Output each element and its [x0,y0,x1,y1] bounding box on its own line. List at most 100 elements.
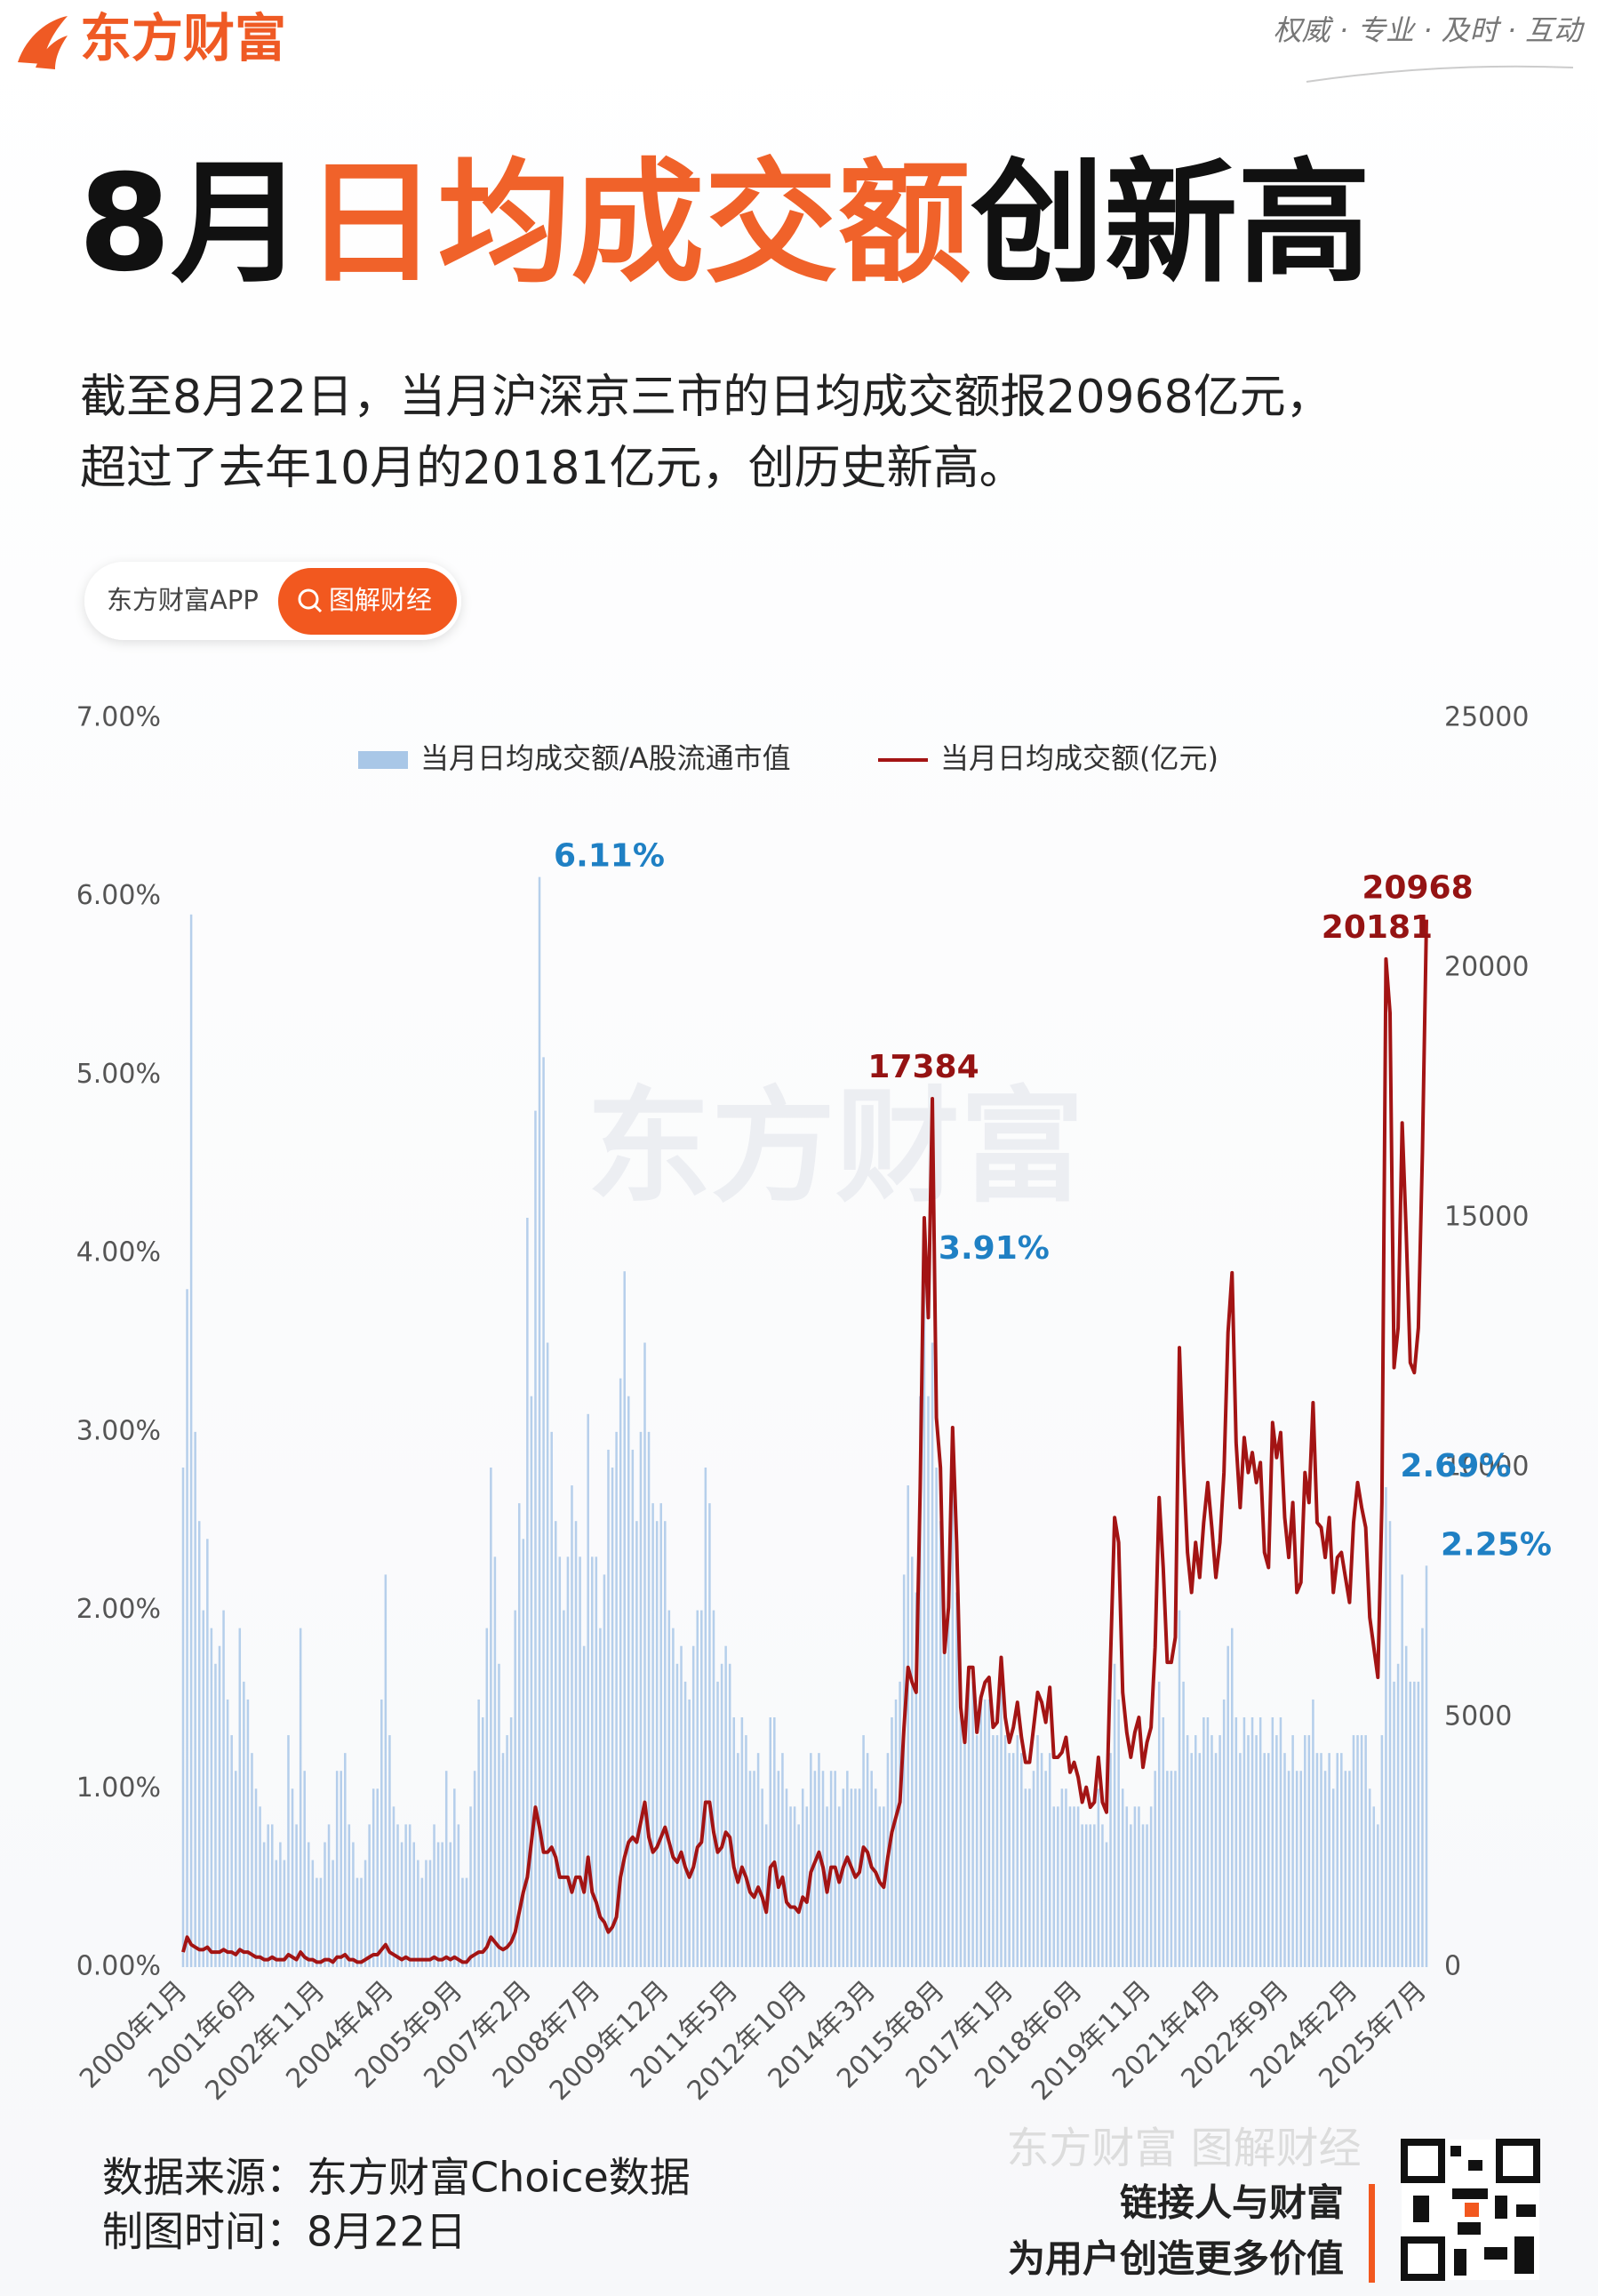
bar [412,1842,416,1967]
bar [530,1396,533,1967]
bar [335,1771,339,1967]
y2-tick-label: 10000 [1444,1452,1529,1483]
bar [189,914,193,1967]
bar [748,1771,752,1967]
bar [428,1860,432,1967]
footer-divider [1369,2184,1375,2283]
bar [1028,1788,1031,1967]
bar [818,1753,820,1967]
tab-active[interactable]: 图解财经 [329,585,432,615]
bar [1425,1565,1428,1967]
y-tick-label: 0.00% [76,1951,161,1982]
y-tick-label: 3.00% [76,1415,161,1446]
bar [1336,1753,1338,1967]
bar [813,1771,817,1967]
y-tick-label: 5.00% [76,1059,161,1090]
bar [992,1735,995,1967]
tab[interactable]: 东方财富APP [107,585,259,615]
bar [740,1717,744,1967]
bar [214,1663,217,1967]
bar [1231,1628,1234,1967]
bar [254,1788,258,1967]
bar [311,1860,315,1967]
bar [911,1556,914,1967]
bar [251,1753,253,1967]
bar [1073,1806,1075,1967]
bar [971,1681,974,1967]
bar [449,1842,452,1967]
bar [984,1699,987,1967]
bar [797,1824,800,1967]
bar [1206,1717,1210,1967]
bar [506,1735,508,1967]
bar [186,1289,188,1967]
bar [1323,1771,1327,1967]
bar [291,1788,294,1967]
bar [243,1681,245,1967]
data-label: 20181 [1322,909,1433,946]
bar [473,1771,476,1967]
bar [866,1753,869,1967]
bar [1239,1753,1242,1967]
bar [1076,1806,1080,1967]
bar [1052,1806,1056,1967]
bar [696,1610,699,1967]
bar [461,1877,464,1967]
bar [732,1717,736,1967]
data-label: 20968 [1362,870,1473,907]
bar [1413,1681,1416,1967]
bar [1057,1806,1059,1967]
bar [490,1468,492,1967]
bar [566,1556,570,1967]
bar [1226,1645,1229,1967]
headline: 8月日均成交额创新高 [78,147,1370,301]
bar [1003,1735,1007,1967]
bar [842,1788,845,1967]
data-label: 2.69% [1400,1448,1511,1484]
bar [1125,1806,1129,1967]
bar [1222,1699,1226,1967]
bar [1214,1753,1218,1967]
bar [436,1842,440,1967]
y-tick-label: 2.00% [76,1594,161,1625]
bar [368,1824,371,1967]
bar [1393,1681,1395,1967]
bar [1097,1788,1100,1967]
data-label: 6.11% [554,838,665,875]
tab-active-bg[interactable] [278,568,457,635]
chart-date: 制图时间：8月22日 [102,2208,467,2256]
bar [360,1877,363,1967]
bar [1210,1735,1213,1967]
bar [659,1503,662,1967]
bar [716,1681,719,1967]
y2-tick-label: 5000 [1444,1701,1512,1732]
bar [344,1753,347,1967]
bar [327,1824,331,1967]
bar [720,1663,723,1967]
bar [517,1503,521,1967]
bar [680,1645,683,1967]
bar [563,1610,565,1967]
bar [1372,1806,1376,1967]
bar [1299,1771,1302,1967]
bar [587,1413,589,1967]
bar [635,1521,638,1967]
bar [793,1806,796,1967]
logo-text: 东方财富 [80,8,286,68]
bar [206,1539,209,1967]
bar [1242,1717,1246,1967]
bar [704,1468,707,1967]
bar [1202,1717,1205,1967]
bar [550,1431,553,1967]
bar [1360,1735,1363,1967]
bar [1348,1771,1351,1967]
y-tick-label: 4.00% [76,1237,161,1268]
y-tick-label: 6.00% [76,880,161,911]
bar [259,1806,261,1967]
bar [348,1824,351,1967]
bar [939,1521,942,1967]
bar [599,1628,602,1967]
bar [1068,1806,1072,1967]
bar [425,1860,427,1967]
bar [756,1753,760,1967]
